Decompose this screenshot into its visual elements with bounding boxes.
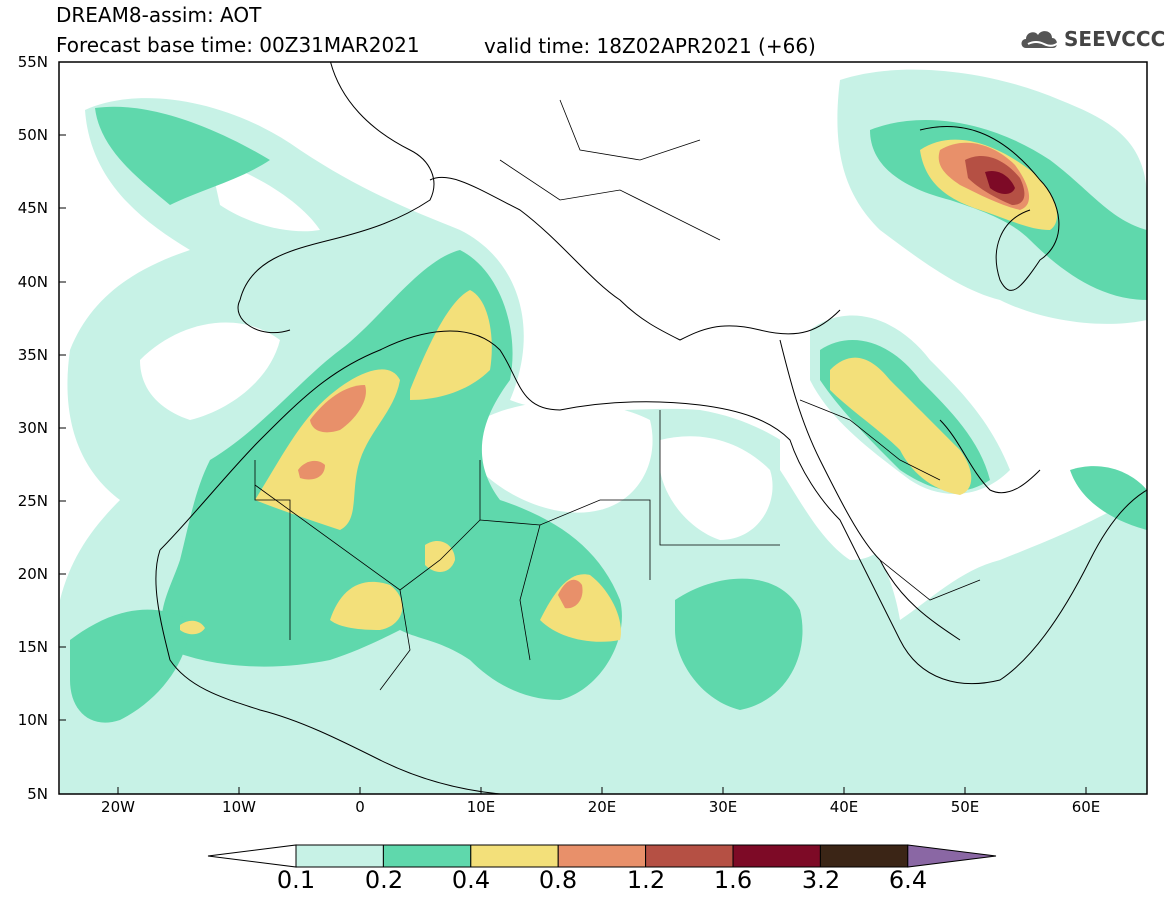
lat-label: 35N — [17, 346, 48, 364]
colorbar-label: 0.4 — [451, 866, 491, 894]
lon-label: 50E — [950, 798, 980, 816]
coastlines — [155, 62, 1147, 794]
colorbar-label: 1.6 — [713, 866, 753, 894]
aot-holes — [140, 160, 1040, 580]
seevccc-logo: SEEVCCC — [1018, 24, 1165, 54]
colorbar-label: 6.4 — [888, 866, 928, 894]
cloud-icon — [1021, 31, 1059, 48]
lon-label: 0 — [355, 798, 365, 816]
lon-label: 20E — [587, 798, 617, 816]
lon-label: 10W — [222, 798, 256, 816]
colorbar-label: 0.8 — [538, 866, 578, 894]
map-title: DREAM8-assim: AOT — [56, 3, 262, 27]
lat-label: 55N — [17, 53, 48, 71]
aot-map — [58, 61, 1148, 795]
lat-label: 20N — [17, 565, 48, 583]
country-borders — [254, 99, 981, 691]
lon-label: 60E — [1071, 798, 1101, 816]
lat-label: 40N — [17, 273, 48, 291]
aot-contours — [60, 69, 1147, 794]
lat-label: 25N — [17, 492, 48, 510]
lat-label: 15N — [17, 638, 48, 656]
lon-label: 10E — [466, 798, 496, 816]
lon-label: 20W — [101, 798, 135, 816]
lat-label: 5N — [27, 785, 48, 803]
colorbar-label: 1.2 — [626, 866, 666, 894]
valid-time: valid time: 18Z02APR2021 (+66) — [484, 34, 816, 58]
colorbar-label: 3.2 — [801, 866, 841, 894]
colorbar-label: 0.2 — [364, 866, 404, 894]
axis-ticks — [59, 61, 1087, 794]
lat-label: 10N — [17, 711, 48, 729]
lat-label: 30N — [17, 419, 48, 437]
lon-label: 30E — [708, 798, 738, 816]
lon-label: 40E — [829, 798, 859, 816]
forecast-base-time: Forecast base time: 00Z31MAR2021 — [56, 33, 420, 57]
lat-label: 45N — [17, 199, 48, 217]
lat-label: 50N — [17, 126, 48, 144]
colorbar-label: 0.1 — [276, 866, 316, 894]
aot-level-1.6 — [985, 170, 1015, 194]
logo-text: SEEVCCC — [1064, 27, 1165, 51]
